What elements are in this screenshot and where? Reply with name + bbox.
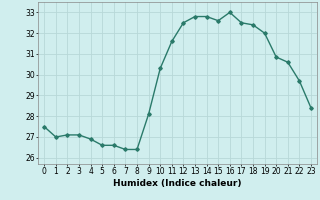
- X-axis label: Humidex (Indice chaleur): Humidex (Indice chaleur): [113, 179, 242, 188]
